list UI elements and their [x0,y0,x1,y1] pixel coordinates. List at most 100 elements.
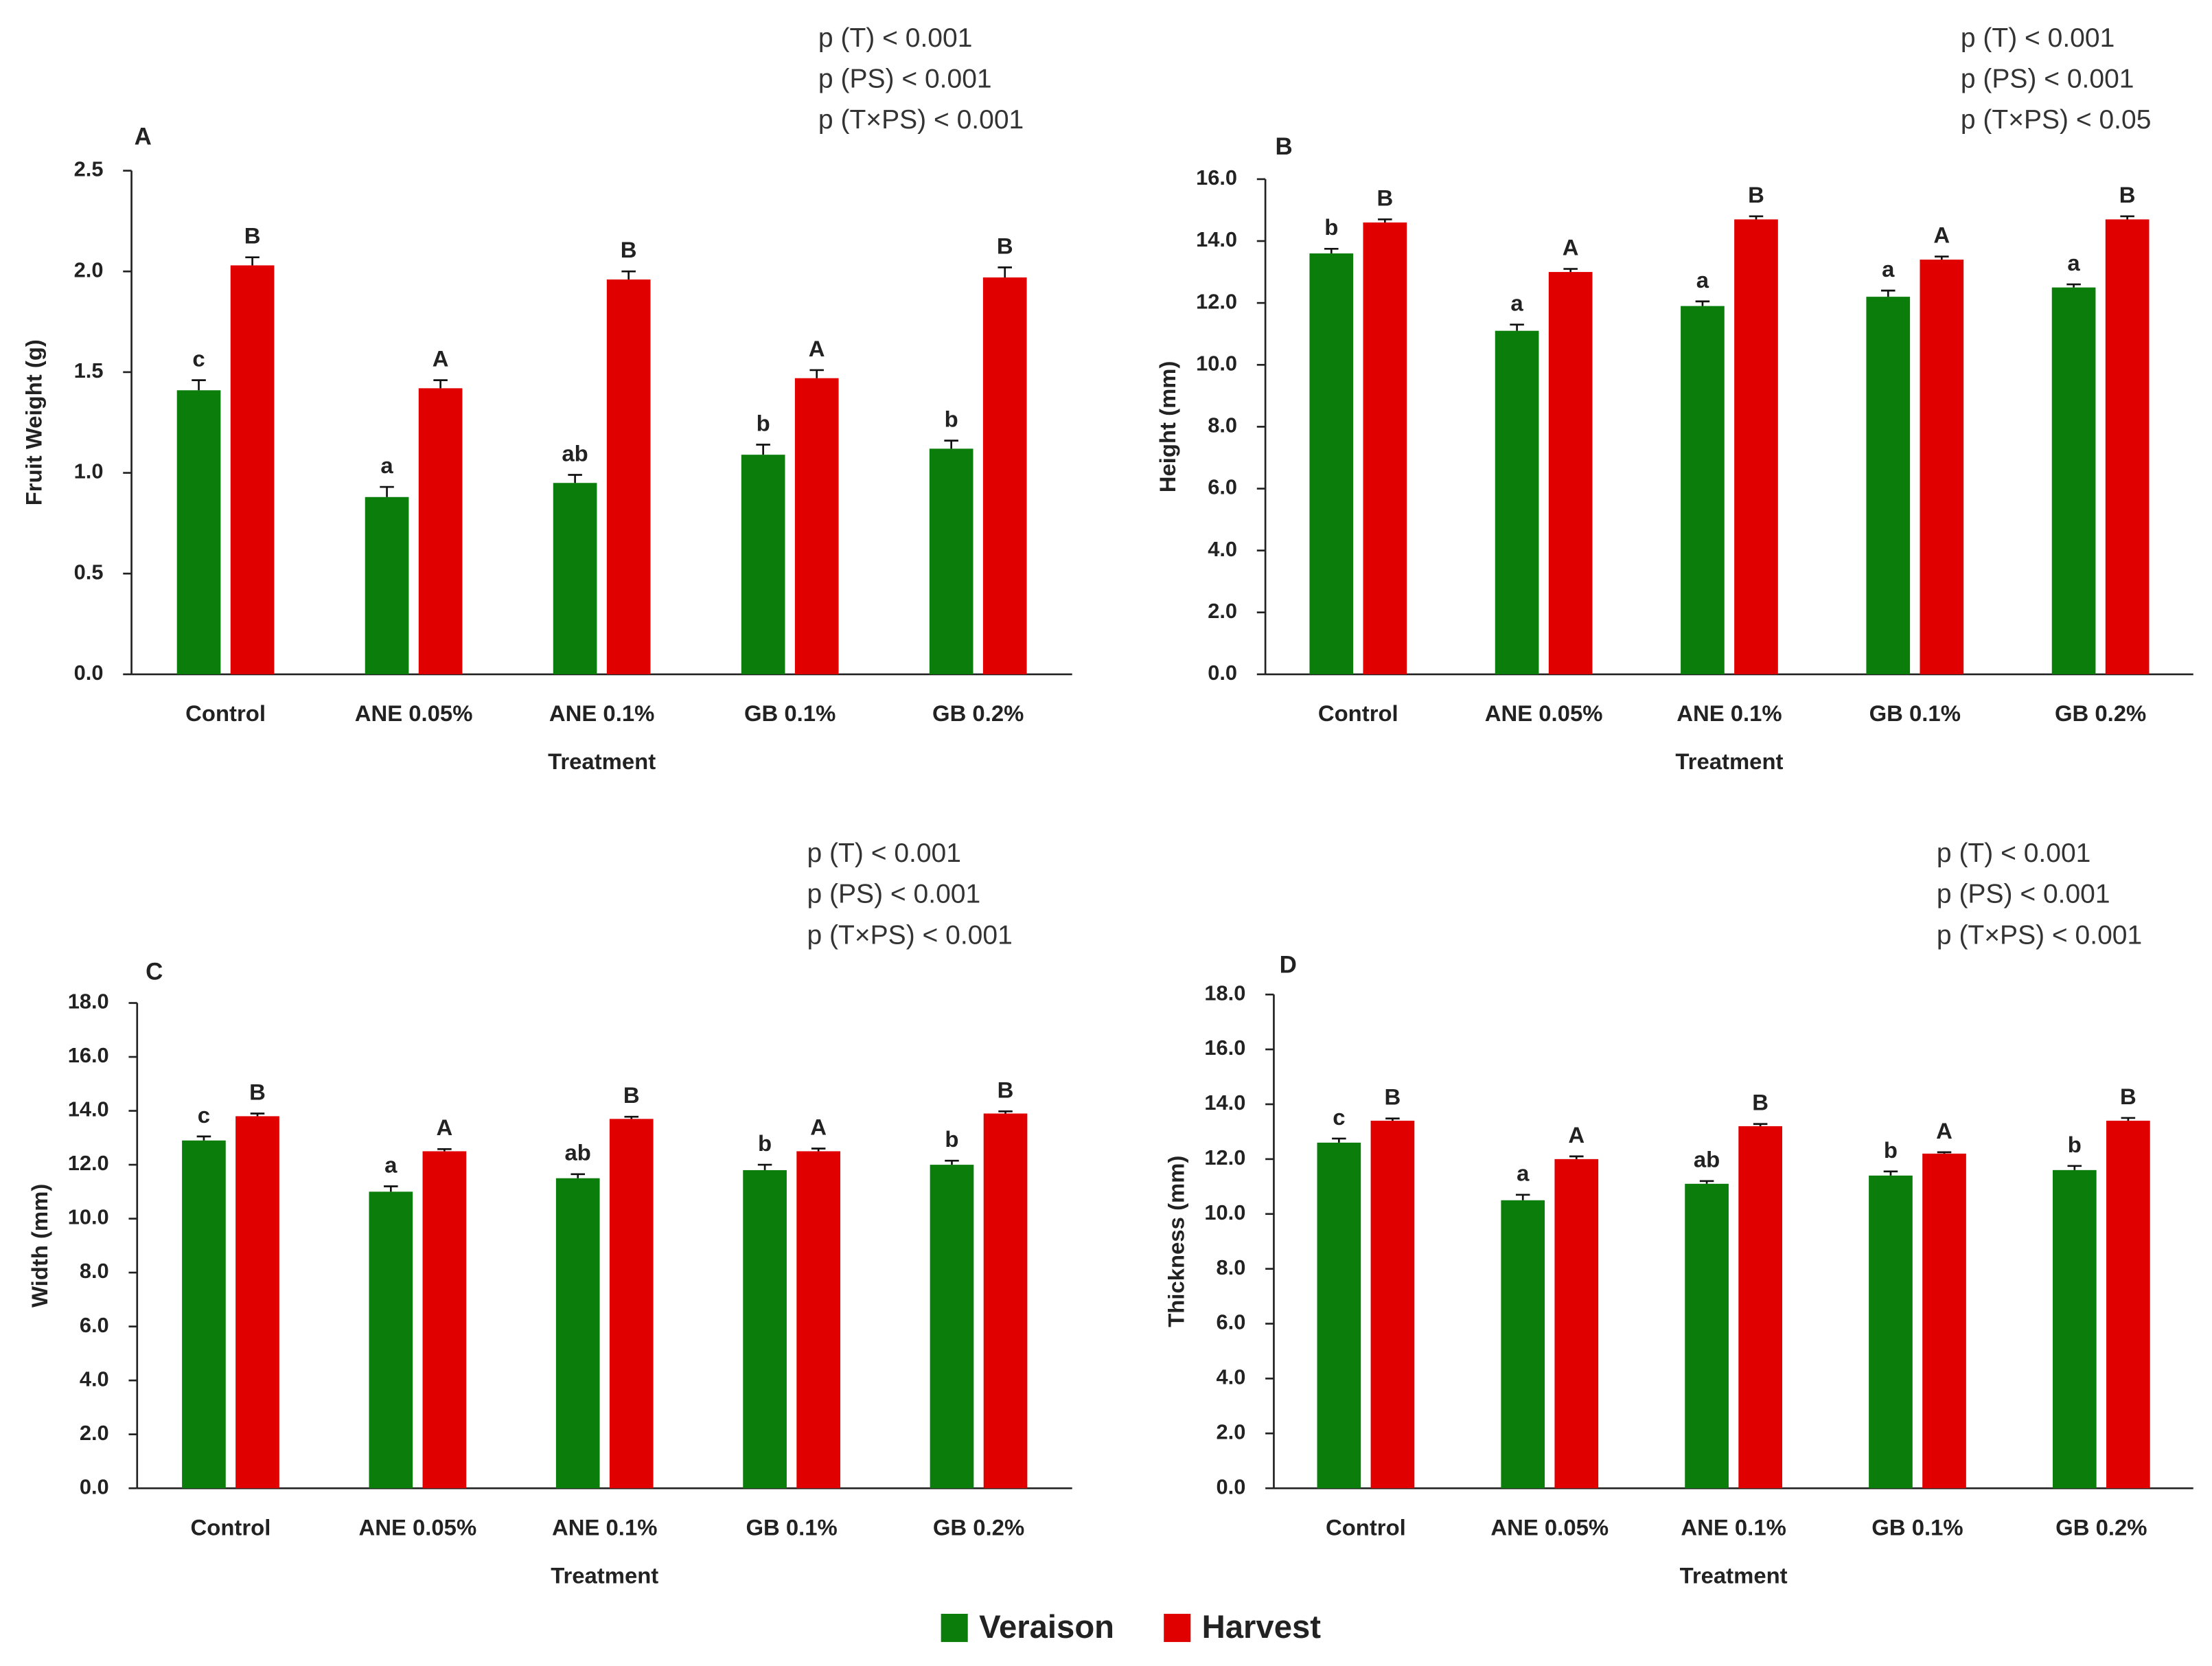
y-tick-label: 12.0 [68,1151,109,1175]
bar [176,390,221,674]
significance-letter: B [249,1079,266,1104]
significance-letter: ab [562,440,588,466]
significance-letter: B [621,237,637,262]
bar [1681,306,1725,674]
x-tick-label: GB 0.2% [2055,700,2146,726]
p-value: p (T) < 0.001 [807,838,961,868]
bar [1920,260,1964,674]
significance-letter: A [1936,1118,1952,1143]
y-tick-label: 10.0 [68,1205,109,1229]
significance-letter: ab [565,1140,591,1165]
significance-letter: A [433,346,449,372]
bar [422,1151,467,1489]
bar [983,1113,1028,1489]
y-tick-label: 14.0 [1196,227,1237,251]
bar [2051,287,2096,674]
significance-letter: B [1385,1084,1401,1110]
y-axis-label: Thickness (mm) [1163,1156,1188,1327]
y-axis-label: Fruit Weight (g) [21,339,47,505]
panel-label: B [1276,133,1293,160]
p-value: p (PS) < 0.001 [818,64,992,93]
y-tick-label: 8.0 [1208,413,1237,437]
x-tick-label: GB 0.2% [933,1514,1024,1540]
significance-letter: A [810,1114,827,1139]
x-tick-label: Control [191,1514,271,1540]
x-tick-label: Control [1318,700,1398,726]
y-tick-label: 14.0 [68,1097,109,1121]
legend-label: Harvest [1202,1609,1322,1645]
y-tick-label: 6.0 [80,1313,109,1337]
y-tick-label: 16.0 [1204,1036,1245,1060]
significance-letter: ab [1694,1147,1720,1172]
bar [555,1178,600,1489]
y-tick-label: 8.0 [1217,1255,1246,1279]
y-axis-label: Height (mm) [1155,361,1180,493]
x-tick-label: ANE 0.1% [1677,700,1782,726]
bar [1363,222,1407,674]
bar [1501,1200,1545,1489]
significance-letter: B [1748,182,1764,207]
p-value: p (T) < 0.001 [1937,838,2090,868]
bar [982,277,1027,674]
bar [1554,1159,1599,1489]
significance-letter: a [1696,267,1709,293]
p-value: p (PS) < 0.001 [1937,880,2110,909]
p-value: p (T×PS) < 0.001 [807,920,1013,950]
bar [235,1116,279,1489]
bar [365,497,409,674]
y-tick-label: 0.0 [1208,661,1237,685]
y-tick-label: 2.0 [1208,599,1237,623]
p-value: p (PS) < 0.001 [807,880,981,909]
y-tick-label: 6.0 [1208,475,1237,499]
significance-letter: B [997,233,1013,258]
significance-letter: B [2120,1084,2136,1109]
x-tick-label: Control [185,700,266,726]
bar [929,448,973,674]
significance-letter: B [1752,1090,1769,1115]
significance-letter: b [945,1126,958,1152]
panel-label: D [1280,951,1297,978]
significance-letter: A [437,1115,453,1140]
x-tick-label: ANE 0.05% [1485,700,1603,726]
bar [1317,1142,1361,1489]
y-axis-label: Width (mm) [27,1184,52,1308]
bar [2052,1169,2097,1489]
bar [1370,1120,1415,1489]
x-tick-label: GB 0.1% [744,700,836,726]
bar [1309,253,1354,674]
x-tick-label: Control [1326,1514,1406,1540]
bar [1922,1153,1966,1489]
y-tick-label: 2.5 [74,157,104,181]
y-tick-label: 0.5 [74,560,104,584]
significance-letter: a [1517,1161,1530,1186]
bar [1866,297,1911,674]
significance-letter: b [1884,1137,1898,1163]
y-tick-label: 1.5 [74,358,104,383]
y-tick-label: 4.0 [1208,537,1237,561]
significance-letter: a [1510,290,1523,316]
x-tick-label: ANE 0.1% [552,1514,657,1540]
y-tick-label: 4.0 [80,1367,109,1391]
significance-letter: A [1933,222,1950,247]
bar [741,455,785,674]
p-value: p (T×PS) < 0.001 [1937,920,2142,950]
x-tick-label: GB 0.1% [746,1514,837,1540]
x-tick-label: GB 0.2% [2055,1514,2147,1540]
bar [2105,219,2150,674]
significance-letter: B [244,223,261,249]
x-axis-label: Treatment [1680,1562,1788,1588]
y-tick-label: 8.0 [80,1259,109,1283]
p-value: p (T) < 0.001 [1961,23,2115,53]
y-tick-label: 1.0 [74,459,104,483]
significance-letter: a [384,1152,398,1177]
x-axis-label: Treatment [1675,749,1783,774]
y-tick-label: 16.0 [1196,166,1237,190]
p-value: p (T) < 0.001 [818,23,972,53]
y-tick-label: 10.0 [1204,1200,1245,1224]
bar [369,1191,413,1489]
bar [1495,330,1539,674]
significance-letter: B [998,1077,1014,1102]
p-value: p (T×PS) < 0.05 [1961,105,2152,135]
bar [1548,272,1593,674]
